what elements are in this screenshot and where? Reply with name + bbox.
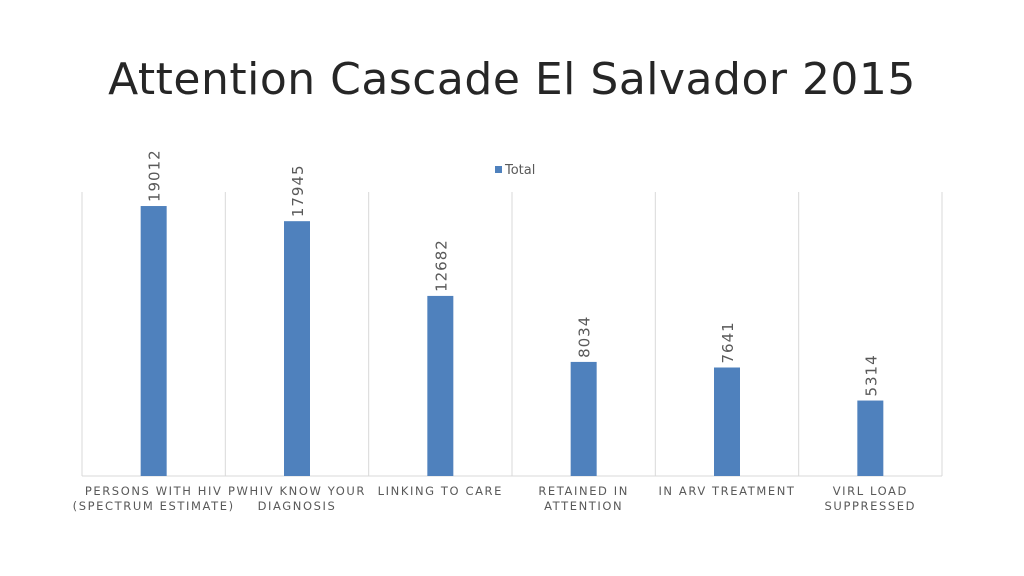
category-label: IN ARV TREATMENT: [658, 484, 795, 498]
data-label: 7641: [719, 321, 737, 363]
category-label: PERSONS WITH HIV: [85, 484, 223, 498]
data-label: 12682: [432, 239, 450, 292]
data-label: 19012: [146, 149, 164, 202]
category-label: ATTENTION: [544, 499, 623, 513]
slide-title: Attention Cascade El Salvador 2015: [108, 54, 916, 105]
bar: [570, 361, 597, 476]
category-label: DIAGNOSIS: [258, 499, 337, 513]
data-label: 8034: [576, 316, 594, 358]
bar: [140, 206, 167, 476]
legend-swatch: [495, 166, 502, 173]
legend-label: Total: [504, 163, 535, 178]
data-label: 5314: [862, 354, 880, 396]
bar: [284, 221, 310, 476]
category-label: PWHIV KNOW YOUR: [228, 484, 366, 498]
category-label: RETAINED IN: [538, 484, 629, 498]
bar: [857, 400, 884, 476]
category-label: LINKING TO CARE: [378, 484, 503, 498]
category-label: SUPPRESSED: [825, 499, 917, 513]
data-label: 17945: [289, 164, 307, 217]
category-label: (SPECTRUM ESTIMATE): [73, 499, 235, 513]
bar: [714, 367, 740, 476]
category-label: VIRL LOAD: [833, 484, 908, 498]
bar: [427, 295, 454, 476]
